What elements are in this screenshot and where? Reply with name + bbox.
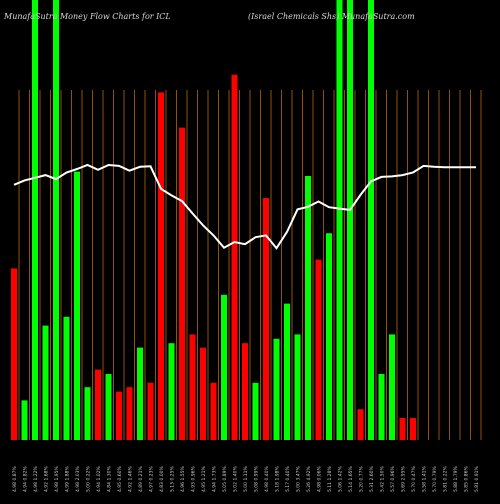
x-tick-label: 5.70 0.47%: [411, 466, 417, 492]
money-flow-bar: [336, 0, 343, 440]
money-flow-bar: [74, 171, 80, 440]
money-flow-bars: [11, 0, 416, 441]
money-flow-bar: [200, 347, 206, 440]
money-flow-bar: [84, 387, 91, 440]
money-flow-bar: [305, 176, 311, 440]
money-flow-bar: [252, 382, 259, 440]
x-tick-label: 4.97 0.23%: [149, 466, 155, 492]
gridlines: [18, 90, 482, 440]
x-tick-label: 4.99 1.88%: [65, 466, 71, 492]
money-flow-bar: [273, 338, 280, 440]
money-flow-bar: [378, 374, 385, 440]
x-tick-label: 4.83 0.00%: [159, 466, 165, 492]
money-flow-bar: [357, 409, 364, 440]
x-tick-label: 5.17 0.40%: [285, 466, 291, 492]
money-flow-bar: [147, 382, 154, 440]
x-tick-label: 4.98 2.03%: [75, 466, 81, 492]
x-tick-label: 4.89 0.21%: [138, 466, 144, 492]
x-tick-label: 5.81 0.22%: [443, 466, 449, 492]
x-tick-label: 4.98 0.06%: [317, 466, 323, 492]
x-tick-label: 5.13 0.25%: [170, 466, 176, 492]
chart-title: MunafaSutra Money Flow Charts for ICL: [4, 12, 171, 21]
money-flow-bar: [168, 343, 175, 440]
x-tick-label: 4.95 0.60%: [117, 466, 123, 492]
money-flow-bar: [63, 316, 70, 440]
x-tick-label: 5.57 0.96%: [390, 466, 396, 492]
money-flow-bar: [95, 369, 101, 440]
x-tick-label: 5.42 1.50%: [380, 466, 386, 492]
price-line-series: [13, 163, 476, 250]
x-tick-label: 5.20 0.77%: [359, 466, 365, 492]
money-flow-bar: [294, 334, 301, 440]
x-tick-label: 5.69 2.95%: [401, 466, 407, 492]
money-flow-bar: [158, 92, 164, 441]
x-tick-label: 4.94 1.02%: [96, 466, 102, 492]
x-tick-label: 5.18 1.98%: [275, 466, 281, 492]
money-flow-bar: [189, 334, 196, 440]
x-tick-label: 4.98 0.87%: [12, 466, 18, 492]
money-flow-bar: [263, 198, 269, 440]
x-tick-label: 5.85 0.86%: [464, 466, 470, 492]
x-tick-labels: 4.98 0.87% 4.94 0.82% 4.98 1.22% 4.92 1.68%…: [12, 466, 480, 492]
money-flow-bar: [42, 325, 49, 440]
x-tick-label: 5.14 1.65%: [348, 466, 354, 492]
x-tick-label: 4.92 1.68%: [44, 466, 50, 492]
money-flow-bar: [410, 418, 416, 440]
money-flow-bar: [116, 391, 122, 440]
money-flow-bar: [126, 387, 133, 440]
money-flow-bar: [326, 233, 332, 440]
x-tick-label: 4.94 0.82%: [23, 466, 29, 492]
money-flow-bar: [105, 374, 112, 440]
x-tick-label: 5.02 1.40%: [233, 466, 239, 492]
x-tick-label: 5.11 1.28%: [327, 466, 333, 492]
x-tick-label: 5.81 0.91%: [474, 466, 480, 492]
x-tick-label: 5.06 1.42%: [338, 466, 344, 492]
x-tick-label: 5.70 0.79%: [432, 466, 438, 492]
x-tick-label: 4.84 1.30%: [107, 466, 113, 492]
x-tick-label: 4.98 0.40%: [264, 466, 270, 492]
money-flow-bar: [21, 400, 28, 440]
x-tick-label: 5.26 4.92%: [306, 466, 312, 492]
money-flow-bar: [137, 347, 143, 440]
money-flow-bar: [368, 0, 374, 440]
money-flow-bar: [221, 294, 227, 440]
money-flow-bar: [284, 303, 290, 440]
x-tick-label: 5.00 1.11%: [243, 466, 249, 492]
money-flow-bar: [347, 0, 353, 440]
x-tick-label: 5.00 0.22%: [86, 466, 92, 492]
chart-subtitle: (Israel Chemicals Shs) MunafaSutra.com: [248, 12, 415, 21]
x-tick-label: 4.96 1.55%: [180, 466, 186, 492]
money-flow-bar: [231, 74, 238, 441]
x-tick-label: 4.93 0.96%: [191, 466, 197, 492]
x-tick-label: 5.08 0.99%: [254, 466, 260, 492]
money-flow-bar: [315, 259, 322, 440]
x-tick-label: 4.95 1.21%: [201, 466, 207, 492]
money-flow-bar: [32, 0, 38, 440]
x-tick-label: 4.94 1.73%: [212, 466, 218, 492]
money-flow-bar: [242, 343, 248, 440]
money-flow-bar: [389, 334, 395, 440]
money-flow-bar: [53, 0, 59, 440]
money-flow-bar: [210, 382, 217, 440]
x-tick-label: 5.31 2.60%: [369, 466, 375, 492]
x-tick-label: 4.98 1.95%: [54, 466, 60, 492]
x-tick-label: 4.98 1.22%: [33, 466, 39, 492]
x-tick-label: 5.58 1.41%: [422, 466, 428, 492]
x-tick-label: 5.05 0.89%: [222, 466, 228, 492]
x-tick-label: 5.00 3.47%: [296, 466, 302, 492]
x-tick-label: 4.92 1.46%: [128, 466, 134, 492]
x-tick-label: 5.88 1.79%: [453, 466, 459, 492]
money-flow-bar: [179, 127, 185, 440]
price-line: [13, 163, 476, 250]
money-flow-bar: [399, 418, 406, 440]
money-flow-bar: [11, 268, 17, 440]
